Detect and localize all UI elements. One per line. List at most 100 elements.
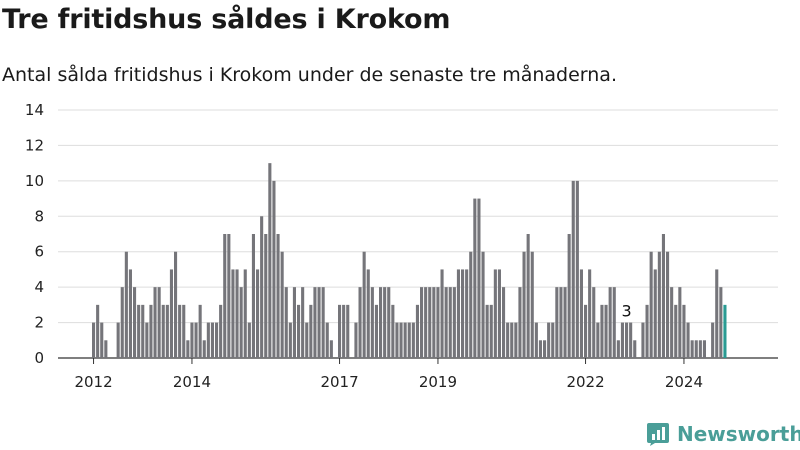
bar-13 — [145, 322, 149, 358]
bar-41 — [260, 216, 264, 358]
y-tick-label-14: 14 — [25, 101, 44, 119]
bar-55 — [317, 287, 321, 358]
bar-153 — [719, 287, 723, 358]
bar-116 — [567, 234, 571, 358]
bar-42 — [264, 234, 268, 358]
bar-95 — [481, 251, 485, 358]
bar-81 — [424, 287, 428, 358]
bar-66 — [362, 251, 366, 358]
bar-97 — [489, 304, 493, 358]
bar-107 — [530, 251, 534, 358]
bar-82 — [428, 287, 432, 358]
bar-99 — [497, 269, 501, 358]
bar-67 — [366, 269, 370, 358]
bar-143 — [678, 287, 682, 358]
y-tick-label-10: 10 — [25, 172, 44, 190]
bar-138 — [657, 251, 661, 358]
bar-29 — [210, 322, 214, 358]
bar-119 — [579, 269, 583, 358]
bar-148 — [698, 340, 702, 358]
bar-32 — [223, 234, 227, 358]
bar-68 — [370, 287, 374, 358]
bar-128 — [616, 340, 620, 358]
bar-103 — [514, 322, 518, 358]
bar-44 — [272, 180, 276, 358]
bar-108 — [534, 322, 538, 358]
bar-19 — [169, 269, 173, 358]
bar-105 — [522, 251, 526, 358]
bar-78 — [411, 322, 415, 358]
bar-94 — [477, 198, 481, 358]
bar-43 — [268, 163, 272, 358]
bar-131 — [629, 322, 633, 358]
bar-129 — [620, 322, 624, 358]
chart-subtitle: Antal sålda fritidshus i Krokom under de… — [2, 64, 617, 86]
bar-3 — [104, 340, 108, 358]
bar-61 — [342, 304, 346, 358]
bar-98 — [493, 269, 497, 358]
bars — [92, 163, 727, 358]
bar-132 — [633, 340, 637, 358]
bar-85 — [440, 269, 444, 358]
bar-18 — [165, 304, 169, 358]
y-tick-label-4: 4 — [34, 278, 44, 296]
bar-39 — [251, 234, 255, 358]
bar-49 — [292, 287, 296, 358]
bar-2 — [100, 322, 104, 358]
data-label-last: 3 — [621, 302, 631, 321]
bar-112 — [551, 322, 555, 358]
bar-35 — [235, 269, 239, 358]
bar-37 — [243, 269, 247, 358]
bar-51 — [301, 287, 305, 358]
bar-102 — [510, 322, 514, 358]
bar-118 — [575, 180, 579, 358]
bar-62 — [346, 304, 350, 358]
bar-106 — [526, 234, 530, 358]
bar-147 — [694, 340, 698, 358]
bar-20 — [174, 251, 178, 358]
bar-146 — [690, 340, 694, 358]
bar-139 — [661, 234, 665, 358]
bar-24 — [190, 322, 194, 358]
bar-89 — [456, 269, 460, 358]
bar-100 — [502, 287, 506, 358]
bar-1 — [96, 304, 100, 358]
bar-33 — [227, 234, 231, 358]
bar-9 — [128, 269, 132, 358]
bar-88 — [452, 287, 456, 358]
bar-142 — [674, 304, 678, 358]
bar-74 — [395, 322, 399, 358]
bar-134 — [641, 322, 645, 358]
x-axis: 2012 2014 2017 2019 2022 2024 — [74, 358, 703, 391]
y-tick-label-8: 8 — [34, 207, 44, 225]
bar-11 — [137, 304, 141, 358]
bar-152 — [715, 269, 719, 358]
bar-126 — [608, 287, 612, 358]
bar-73 — [391, 304, 395, 358]
bar-77 — [407, 322, 411, 358]
bar-122 — [592, 287, 596, 358]
bar-79 — [415, 304, 419, 358]
bar-145 — [686, 322, 690, 358]
bar-109 — [538, 340, 542, 358]
bar-130 — [625, 322, 629, 358]
y-tick-label-0: 0 — [34, 349, 44, 367]
bar-52 — [305, 322, 309, 358]
data-labels: 33 — [619, 300, 633, 323]
bar-93 — [473, 198, 477, 358]
bar-17 — [161, 304, 165, 358]
bar-137 — [653, 269, 657, 358]
bar-31 — [219, 304, 223, 358]
bar-135 — [645, 304, 649, 358]
bar-72 — [387, 287, 391, 358]
bar-127 — [612, 287, 616, 358]
bar-chart: 0 2 4 6 8 10 12 14 2012 2014 2017 2019 2022 2024 33 — [25, 101, 778, 391]
bar-104 — [518, 287, 522, 358]
bar-75 — [399, 322, 403, 358]
bar-53 — [309, 304, 313, 358]
bar-71 — [383, 287, 387, 358]
bar-124 — [600, 304, 604, 358]
bar-149 — [702, 340, 706, 358]
x-tick-label-2022: 2022 — [566, 373, 604, 391]
bar-45 — [276, 234, 280, 358]
